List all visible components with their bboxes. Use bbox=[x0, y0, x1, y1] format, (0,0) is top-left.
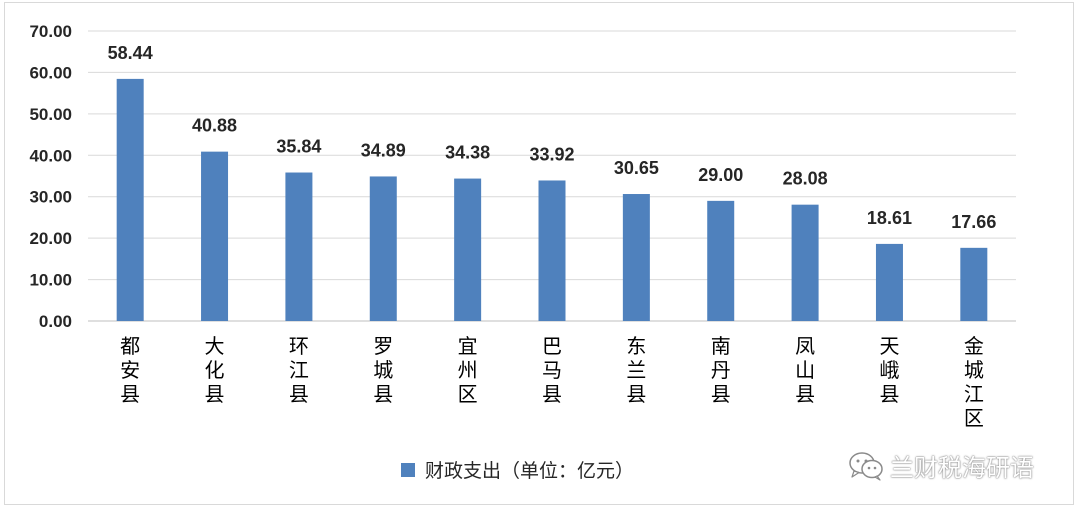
bar bbox=[538, 180, 566, 321]
x-tick-label: 都安县 bbox=[120, 334, 140, 406]
x-tick-label: 凤山县 bbox=[795, 334, 815, 406]
data-label: 33.92 bbox=[529, 144, 574, 164]
x-tick-label: 环江县 bbox=[289, 334, 309, 406]
data-label: 17.66 bbox=[951, 212, 996, 232]
bar bbox=[622, 194, 650, 321]
legend-swatch bbox=[401, 462, 415, 477]
y-tick-label: 30.00 bbox=[29, 188, 72, 207]
y-tick-label: 60.00 bbox=[29, 63, 72, 82]
x-tick-label: 大化县 bbox=[205, 334, 225, 406]
y-tick-label: 20.00 bbox=[29, 229, 72, 248]
x-tick-label: 东兰县 bbox=[626, 334, 646, 406]
legend-label: 财政支出（单位：亿元） bbox=[425, 460, 635, 482]
x-tick-label: 罗城县 bbox=[373, 334, 393, 406]
x-tick-label: 南丹县 bbox=[711, 334, 731, 406]
data-label: 30.65 bbox=[614, 158, 659, 178]
y-tick-label: 10.00 bbox=[29, 271, 72, 290]
x-tick-label: 天峨县 bbox=[879, 334, 899, 406]
x-tick-label: 巴马县 bbox=[542, 334, 562, 406]
bar bbox=[707, 200, 735, 321]
x-tick-label: 宜州区 bbox=[458, 334, 478, 406]
data-label: 18.61 bbox=[867, 208, 912, 228]
bar bbox=[116, 78, 144, 322]
data-label: 35.84 bbox=[276, 137, 321, 157]
bar bbox=[454, 178, 482, 321]
data-label: 40.88 bbox=[192, 116, 237, 136]
bar bbox=[791, 204, 819, 321]
data-label: 28.08 bbox=[783, 169, 828, 189]
y-tick-label: 40.00 bbox=[29, 146, 72, 165]
watermark-text: 兰财税海研语 bbox=[890, 454, 1034, 482]
data-label: 58.44 bbox=[108, 43, 153, 63]
watermark: 兰财税海研语 bbox=[848, 448, 1034, 483]
legend: 财政支出（单位：亿元） bbox=[401, 456, 634, 483]
data-label: 34.89 bbox=[361, 140, 406, 160]
bar bbox=[285, 172, 313, 321]
data-label: 34.38 bbox=[445, 143, 490, 163]
wechat-icon bbox=[849, 451, 883, 481]
x-tick-label: 金城江区 bbox=[964, 334, 984, 430]
bar bbox=[960, 247, 988, 321]
bar bbox=[369, 176, 397, 321]
y-tick-label: 0.00 bbox=[39, 312, 72, 331]
bar bbox=[201, 151, 229, 321]
y-tick-label: 70.00 bbox=[29, 22, 72, 41]
data-label: 29.00 bbox=[698, 165, 743, 185]
bar bbox=[875, 243, 903, 321]
chart-frame bbox=[4, 2, 1074, 505]
y-tick-label: 50.00 bbox=[29, 105, 72, 124]
